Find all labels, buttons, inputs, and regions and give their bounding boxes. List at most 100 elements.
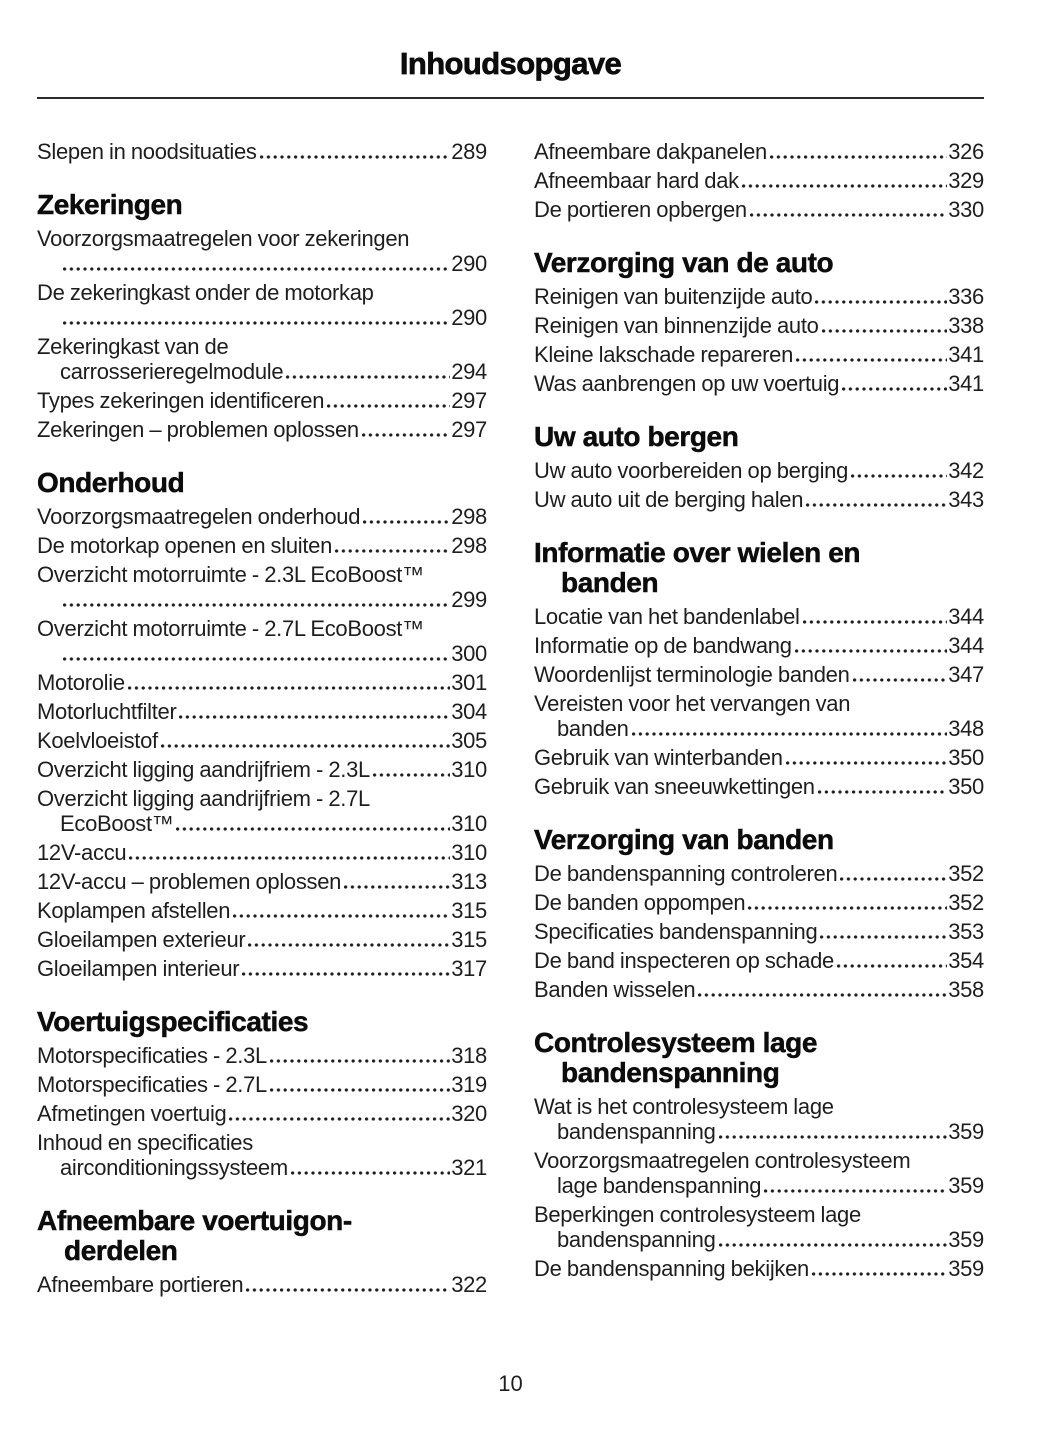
toc-entry[interactable]: 12V-accu – problemen oplossen 313: [37, 869, 487, 894]
dot-leader: [344, 885, 451, 889]
toc-entry-label: bandenspanning: [557, 1119, 716, 1144]
toc-entry[interactable]: Beperkingen controlesysteem lage bandensp…: [534, 1202, 984, 1252]
toc-entry-label: Afneembaar hard dak: [534, 168, 739, 193]
toc-entry[interactable]: Koelvloeistof 305: [37, 728, 487, 753]
toc-entry[interactable]: Overzicht ligging aandrijfriem - 2.3L 310: [37, 757, 487, 782]
section-heading: Uw auto bergen: [534, 421, 984, 452]
toc-entry-label: Overzicht ligging aandrijfriem - 2.3L: [37, 757, 370, 782]
toc-entry[interactable]: Specificaties bandenspanning 353: [534, 919, 984, 944]
toc-entry[interactable]: Was aanbrengen op uw voertuig 341: [534, 371, 984, 396]
toc-entry[interactable]: Wat is het controlesysteem lage bandenspa…: [534, 1094, 984, 1144]
toc-entry[interactable]: Voorzorgsmaatregelen voor zekeringen 290: [37, 226, 487, 276]
toc-entry[interactable]: Motorluchtfilter 304: [37, 699, 487, 724]
section-heading: Verzorging van de auto: [534, 247, 984, 278]
dot-leader: [242, 972, 451, 976]
toc-entry-leader-line: Slepen in noodsituaties 289: [37, 139, 487, 164]
toc-entry-label: carrosserieregelmodule: [60, 359, 284, 384]
toc-entry[interactable]: Koplampen afstellen 315: [37, 898, 487, 923]
toc-entry[interactable]: Voorzorgsmaatregelen onderhoud 298: [37, 504, 487, 529]
toc-entry-leader-line: Overzicht ligging aandrijfriem - 2.3L 310: [37, 757, 487, 782]
dot-leader: [327, 404, 451, 408]
toc-entry-page-number: 347: [948, 662, 984, 687]
toc-entry[interactable]: Kleine lakschade repareren 341: [534, 342, 984, 367]
dot-leader: [718, 1243, 948, 1247]
toc-entry[interactable]: Informatie op de bandwang 344: [534, 633, 984, 658]
toc-entry[interactable]: Gebruik van sneeuwkettingen 350: [534, 774, 984, 799]
dot-leader: [840, 877, 948, 881]
toc-entry[interactable]: Inhoud en specificaties airconditioningss…: [37, 1130, 487, 1180]
toc-entry-leader-line: Woordenlijst terminologie banden 347: [534, 662, 984, 687]
toc-entry[interactable]: Afneembaar hard dak 329: [534, 168, 984, 193]
toc-entry-page-number: 330: [948, 197, 984, 222]
toc-entry[interactable]: Slepen in noodsituaties 289: [37, 139, 487, 164]
toc-entry[interactable]: Uw auto uit de berging halen 343: [534, 487, 984, 512]
toc-entry[interactable]: Voorzorgsmaatregelen controlesysteem lage…: [534, 1148, 984, 1198]
dot-leader: [842, 387, 948, 391]
toc-entry-page-number: 359: [948, 1173, 984, 1198]
toc-entry[interactable]: De banden oppompen 352: [534, 890, 984, 915]
toc-entry[interactable]: De bandenspanning bekijken 359: [534, 1256, 984, 1281]
toc-entry[interactable]: Types zekeringen identificeren 297: [37, 388, 487, 413]
toc-entry[interactable]: Banden wisselen 358: [534, 977, 984, 1002]
toc-entry-leader-line: De banden oppompen 352: [534, 890, 984, 915]
toc-entry[interactable]: Overzicht motorruimte - 2.3L EcoBoost™ 29…: [37, 562, 487, 612]
toc-entry-label: EcoBoost™: [60, 811, 174, 836]
toc-entry-label: Kleine lakschade repareren: [534, 342, 794, 367]
toc-entry[interactable]: Zekeringen – problemen oplossen 297: [37, 417, 487, 442]
section-heading-line: Informatie over wielen en: [534, 537, 861, 568]
toc-entry[interactable]: Overzicht motorruimte - 2.7L EcoBoost™ 30…: [37, 616, 487, 666]
dot-leader: [269, 1088, 451, 1092]
toc-entry[interactable]: Overzicht ligging aandrijfriem - 2.7L Eco…: [37, 786, 487, 836]
toc-entry[interactable]: Woordenlijst terminologie banden 347: [534, 662, 984, 687]
toc-entry-label: Voorzorgsmaatregelen onderhoud: [37, 504, 361, 529]
toc-entry-page-number: 298: [451, 533, 487, 558]
toc-entry-page-number: 301: [451, 670, 487, 695]
toc-entry-page-number: 320: [451, 1101, 487, 1126]
toc-entry[interactable]: De band inspecteren op schade 354: [534, 948, 984, 973]
toc-entry-page-number: 318: [451, 1043, 487, 1068]
toc-entry-page-number: 341: [948, 371, 984, 396]
toc-entry-page-number: 310: [451, 811, 487, 836]
dot-leader: [63, 657, 451, 661]
toc-entry-page-number: 297: [451, 417, 487, 442]
dot-leader: [794, 649, 948, 653]
toc-entry[interactable]: Afneembare dakpanelen 326: [534, 139, 984, 164]
toc-entry[interactable]: De zekeringkast onder de motorkap 290: [37, 280, 487, 330]
toc-entry[interactable]: Motorspecificaties - 2.3L 318: [37, 1043, 487, 1068]
section-heading-line: Onderhoud: [37, 467, 185, 498]
toc-entry-leader-line: Motorspecificaties - 2.3L 318: [37, 1043, 487, 1068]
toc-entry[interactable]: Locatie van het bandenlabel 344: [534, 604, 984, 629]
toc-entry-leader-line: EcoBoost™ 310: [37, 811, 487, 836]
toc-entry[interactable]: De motorkap openen en sluiten 298: [37, 533, 487, 558]
toc-entry-leader-line: Afneembaar hard dak 329: [534, 168, 984, 193]
toc-entry-label: Overzicht motorruimte - 2.7L EcoBoost™: [37, 616, 424, 641]
toc-entry-label: Gloeilampen exterieur: [37, 927, 246, 952]
toc-entry[interactable]: Gloeilampen exterieur 315: [37, 927, 487, 952]
toc-entry-page-number: 326: [948, 139, 984, 164]
toc-entry[interactable]: Gebruik van winterbanden 350: [534, 745, 984, 770]
toc-entry-label: Gloeilampen interieur: [37, 956, 240, 981]
toc-entry-label: 12V-accu: [37, 840, 127, 865]
toc-entry[interactable]: 12V-accu 310: [37, 840, 487, 865]
toc-entry-page-number: 352: [948, 890, 984, 915]
section-heading-line: Uw auto bergen: [534, 421, 739, 452]
toc-entry[interactable]: Reinigen van buitenzijde auto 336: [534, 284, 984, 309]
toc-entry-leader-line: Uw auto uit de berging halen 343: [534, 487, 984, 512]
toc-entry[interactable]: Vereisten voor het vervangen van banden 34…: [534, 691, 984, 741]
toc-entry[interactable]: Afmetingen voertuig 320: [37, 1101, 487, 1126]
toc-entry[interactable]: De bandenspanning controleren 352: [534, 861, 984, 886]
toc-entry-label: Koelvloeistof: [37, 728, 158, 753]
toc-entry-leader-line: Locatie van het bandenlabel 344: [534, 604, 984, 629]
toc-entry[interactable]: Motorolie 301: [37, 670, 487, 695]
toc-entry[interactable]: Zekeringkast van de carrosserieregelmodul…: [37, 334, 487, 384]
toc-entry[interactable]: De portieren opbergen 330: [534, 197, 984, 222]
toc-entry-leader-line: Afmetingen voertuig 320: [37, 1101, 487, 1126]
dot-leader: [63, 321, 451, 325]
toc-entry[interactable]: Motorspecificaties - 2.7L 319: [37, 1072, 487, 1097]
toc-entry[interactable]: Uw auto voorbereiden op berging 342: [534, 458, 984, 483]
toc-entry-label: Reinigen van buitenzijde auto: [534, 284, 813, 309]
toc-entry[interactable]: Gloeilampen interieur 317: [37, 956, 487, 981]
toc-entry[interactable]: Reinigen van binnenzijde auto 338: [534, 313, 984, 338]
toc-entry[interactable]: Afneembare portieren 322: [37, 1272, 487, 1297]
toc-entry-leader-line: 290: [37, 251, 487, 276]
